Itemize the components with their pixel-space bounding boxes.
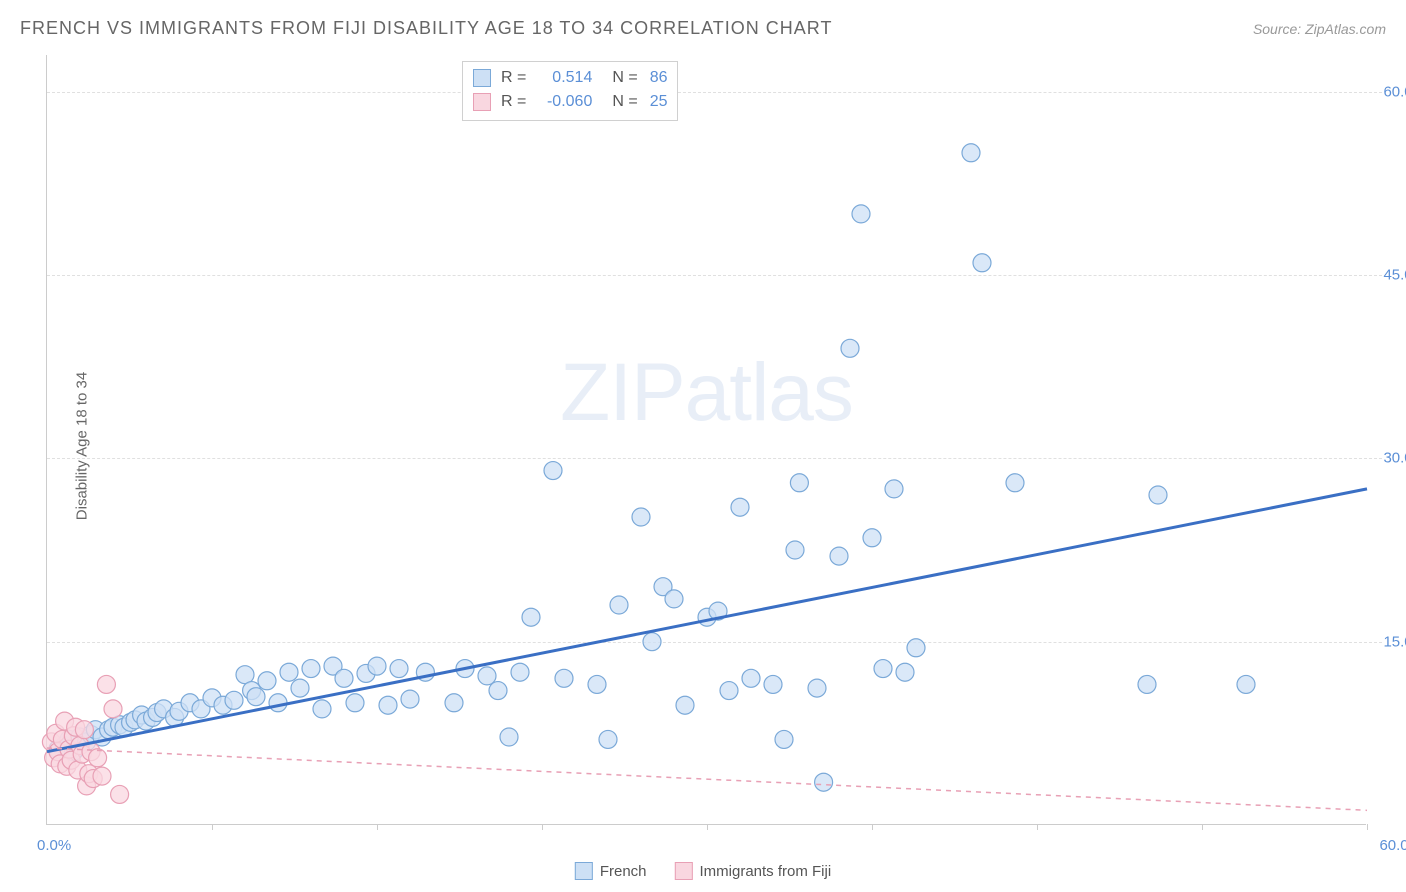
legend-swatch <box>473 93 491 111</box>
data-point <box>1237 675 1255 693</box>
legend-item: Immigrants from Fiji <box>675 862 832 880</box>
x-tick-mark <box>212 824 213 830</box>
stat-n-value: 86 <box>650 66 668 90</box>
x-tick-mark <box>707 824 708 830</box>
correlation-stats-box: R = 0.514 N = 86 R = -0.060 N = 25 <box>462 61 678 121</box>
data-point <box>676 696 694 714</box>
data-point <box>489 682 507 700</box>
data-point <box>225 691 243 709</box>
data-point <box>97 675 115 693</box>
x-tick-mark <box>1202 824 1203 830</box>
data-point <box>401 690 419 708</box>
legend-swatch <box>675 862 693 880</box>
legend-label: French <box>600 863 647 880</box>
data-point <box>815 773 833 791</box>
data-point <box>808 679 826 697</box>
data-point <box>269 694 287 712</box>
scatter-plot: ZIPatlas 15.0%30.0%45.0%60.0% R =0.514N … <box>46 55 1366 825</box>
data-point <box>335 669 353 687</box>
data-point <box>445 694 463 712</box>
x-axis-min-label: 0.0% <box>37 837 71 854</box>
trend-line <box>47 748 1367 810</box>
legend: French Immigrants from Fiji <box>575 862 831 880</box>
data-point <box>830 547 848 565</box>
data-point <box>885 480 903 498</box>
data-point <box>907 639 925 657</box>
legend-swatch <box>575 862 593 880</box>
stats-row: R = 0.514 N = 86 <box>473 66 667 90</box>
stat-r-value: 0.514 <box>534 66 592 90</box>
data-point <box>291 679 309 697</box>
source-attribution: Source: ZipAtlas.com <box>1253 21 1386 37</box>
data-point <box>302 660 320 678</box>
data-point <box>93 767 111 785</box>
data-point <box>973 254 991 272</box>
legend-label: Immigrants from Fiji <box>700 863 832 880</box>
y-tick-label: 60.0% <box>1383 83 1406 100</box>
data-point <box>786 541 804 559</box>
data-point <box>874 660 892 678</box>
data-point <box>610 596 628 614</box>
stats-row: R = -0.060 N = 25 <box>473 90 667 114</box>
data-point <box>790 474 808 492</box>
x-tick-mark <box>872 824 873 830</box>
data-point <box>258 672 276 690</box>
data-point <box>1149 486 1167 504</box>
stat-n-label: N = <box>612 66 637 90</box>
stat-n-value: 25 <box>650 90 668 114</box>
data-point <box>89 749 107 767</box>
x-tick-mark <box>1367 824 1368 830</box>
data-point <box>346 694 364 712</box>
data-point <box>522 608 540 626</box>
data-point <box>500 728 518 746</box>
data-point <box>599 730 617 748</box>
data-point <box>555 669 573 687</box>
data-point <box>852 205 870 223</box>
data-point <box>896 663 914 681</box>
trend-line <box>47 489 1367 752</box>
legend-swatch <box>473 69 491 87</box>
data-point <box>75 721 93 739</box>
x-axis-max-label: 60.0% <box>1379 837 1406 854</box>
data-point <box>962 144 980 162</box>
x-tick-mark <box>1037 824 1038 830</box>
data-point <box>247 688 265 706</box>
x-tick-mark <box>542 824 543 830</box>
x-tick-mark <box>377 824 378 830</box>
data-point <box>379 696 397 714</box>
stat-r-label: R = <box>501 66 526 90</box>
data-point <box>1006 474 1024 492</box>
data-point <box>511 663 529 681</box>
data-point <box>632 508 650 526</box>
data-point <box>665 590 683 608</box>
data-point <box>742 669 760 687</box>
data-point <box>544 462 562 480</box>
data-point <box>841 339 859 357</box>
data-point <box>104 700 122 718</box>
data-point <box>1138 675 1156 693</box>
legend-item: French <box>575 862 647 880</box>
chart-title: FRENCH VS IMMIGRANTS FROM FIJI DISABILIT… <box>20 18 832 39</box>
data-point <box>775 730 793 748</box>
data-point <box>863 529 881 547</box>
data-point <box>764 675 782 693</box>
y-tick-label: 30.0% <box>1383 450 1406 467</box>
data-point <box>588 675 606 693</box>
data-point <box>313 700 331 718</box>
stat-r-label: R = <box>501 90 526 114</box>
data-point <box>280 663 298 681</box>
data-point <box>731 498 749 516</box>
stat-r-value: -0.060 <box>534 90 592 114</box>
data-point <box>368 657 386 675</box>
data-point <box>390 660 408 678</box>
y-tick-label: 15.0% <box>1383 633 1406 650</box>
y-tick-label: 45.0% <box>1383 267 1406 284</box>
stat-n-label: N = <box>612 90 637 114</box>
scatter-svg <box>47 55 1366 824</box>
data-point <box>111 785 129 803</box>
data-point <box>720 682 738 700</box>
data-point <box>643 633 661 651</box>
